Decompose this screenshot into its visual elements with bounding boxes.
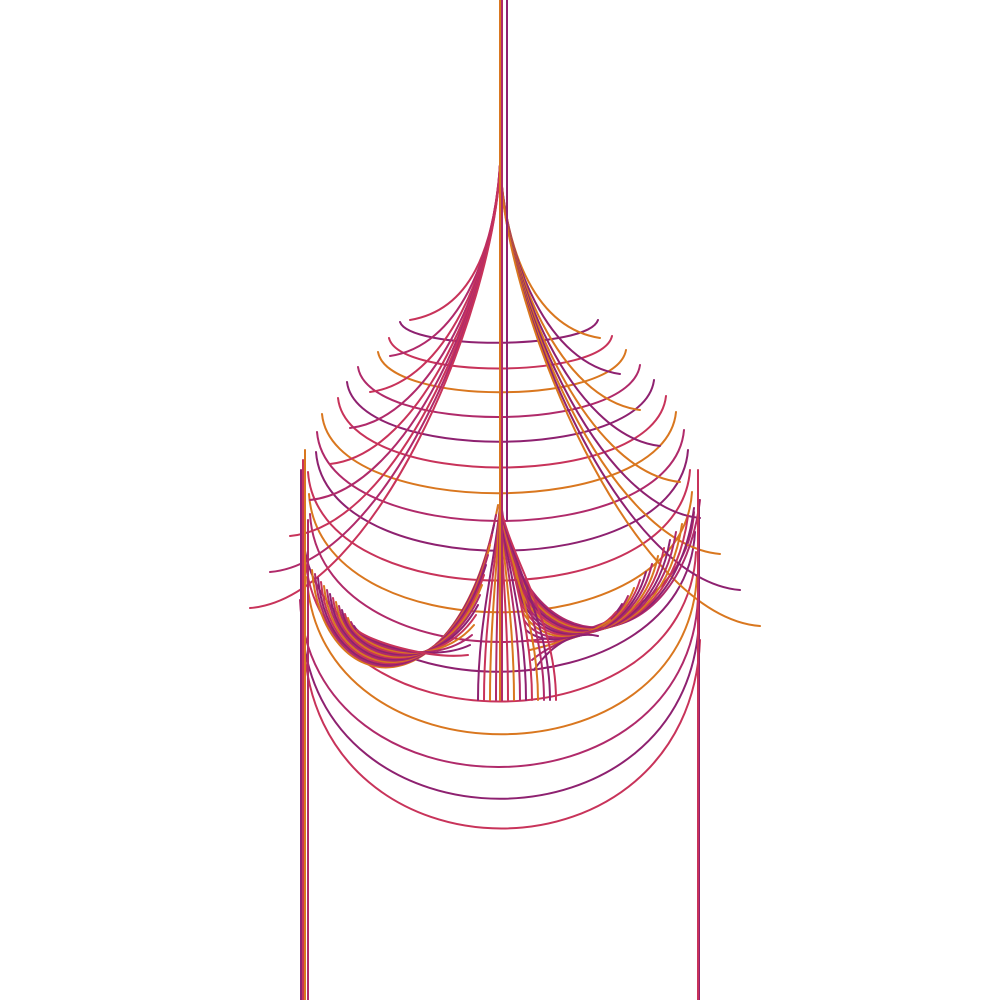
spike-curve [249, 164, 501, 609]
spike-curve [499, 164, 761, 627]
arc-line [301, 619, 700, 800]
spike-curve [499, 164, 741, 591]
spike-curve [499, 164, 661, 447]
lower-left-arc [329, 564, 487, 661]
lower-left-arc [332, 574, 485, 660]
lower-left-arc [338, 594, 481, 657]
arc-line [299, 597, 699, 768]
spike-curve [499, 164, 681, 483]
spike-curve [289, 164, 501, 537]
hanging-arc-group [249, 164, 761, 830]
lower-left-arc [317, 524, 495, 666]
vertical-line-group [300, 0, 700, 1000]
lower-left-arc [323, 544, 491, 663]
arc-line [303, 639, 701, 830]
arc-line [306, 574, 698, 736]
lower-left-arc [344, 613, 477, 655]
lower-left-arc [341, 604, 479, 656]
spike-curve [309, 164, 501, 501]
lower-left-arc [356, 629, 469, 657]
lower-left-arc [320, 534, 493, 665]
center-strand [499, 504, 557, 701]
lower-left-arc [335, 584, 483, 658]
lower-right-arc [533, 633, 599, 671]
